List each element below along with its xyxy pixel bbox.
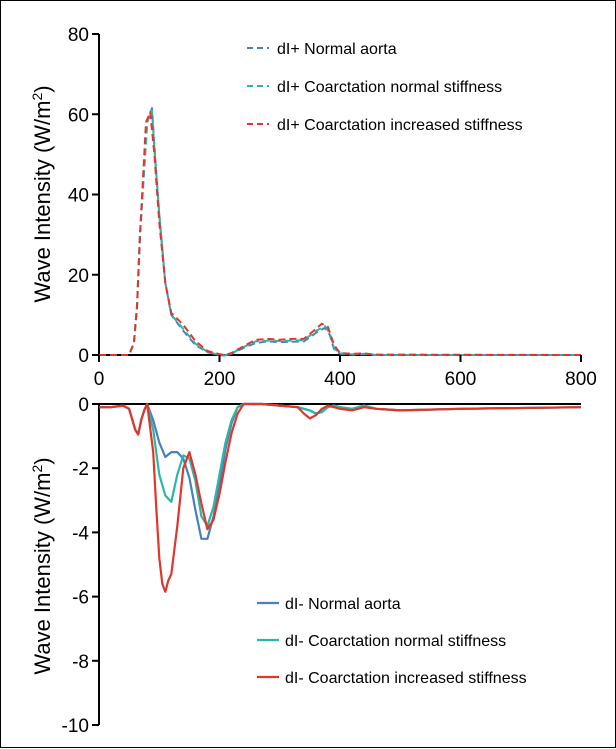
bottom-y-tick-label: -10 (62, 716, 89, 737)
bottom-y-ticks: 0 -2 -4 -6 -8 -10 (62, 395, 99, 737)
top-series-line-1 (99, 107, 581, 357)
bottom-y-tick-label: -8 (72, 652, 89, 673)
bottom-y-tick-label: -6 (72, 588, 89, 609)
x-tick-label: 800 (565, 369, 597, 390)
top-y-axis-title: Wave Intensity (W/m2) (29, 85, 55, 302)
top-legend-label: dI+ Normal aorta (277, 41, 397, 58)
bottom-series-line-1 (99, 402, 582, 540)
bottom-legend-label: dI- Normal aorta (285, 596, 401, 613)
bottom-y-tick-label: -2 (72, 459, 89, 480)
bottom-legend-label: dI- Coarctation increased stiffness (285, 670, 527, 687)
top-series-line-2 (99, 109, 581, 357)
bottom-series-line-3 (99, 402, 582, 593)
x-tick-labels: 0 200 400 600 800 (94, 355, 597, 390)
bottom-y-tick-label: 0 (78, 395, 89, 416)
top-y-tick-label: 40 (68, 186, 89, 207)
top-series-line-3 (99, 111, 582, 356)
bottom-series-line-2 (99, 402, 582, 528)
x-tick-label: 200 (204, 369, 236, 390)
bottom-legend-label: dI- Coarctation normal stiffness (285, 633, 506, 650)
bottom-chart: 0 -2 -4 -6 -8 -10 Wave Intensity (W/m2) dI- N… (29, 395, 582, 737)
top-y-ticks: 0 20 40 60 80 (68, 25, 99, 367)
x-tick-label: 0 (94, 369, 105, 390)
top-y-tick-label: 60 (68, 105, 89, 126)
x-tick-label: 600 (445, 369, 477, 390)
top-legend-label: dI+ Coarctation increased stiffness (277, 117, 523, 134)
x-tick-label: 400 (324, 369, 356, 390)
bottom-legend: dI- Normal aorta dI- Coarctation normal s… (257, 596, 527, 687)
bottom-y-tick-label: -4 (72, 523, 89, 544)
bottom-y-axis-title: Wave Intensity (W/m2) (29, 457, 55, 674)
bottom-series-group (99, 402, 582, 593)
top-legend-label: dI+ Coarctation normal stiffness (277, 79, 502, 96)
top-y-tick-label: 20 (68, 266, 89, 287)
top-y-tick-label: 0 (78, 346, 89, 367)
top-chart: 0 20 40 60 80 Wave Intensity (W/m2) dI+ Norm… (29, 25, 582, 367)
top-series-group (99, 107, 582, 357)
top-legend: dI+ Normal aorta dI+ Coarctation normal s… (247, 41, 523, 134)
top-y-tick-label: 80 (68, 25, 89, 46)
